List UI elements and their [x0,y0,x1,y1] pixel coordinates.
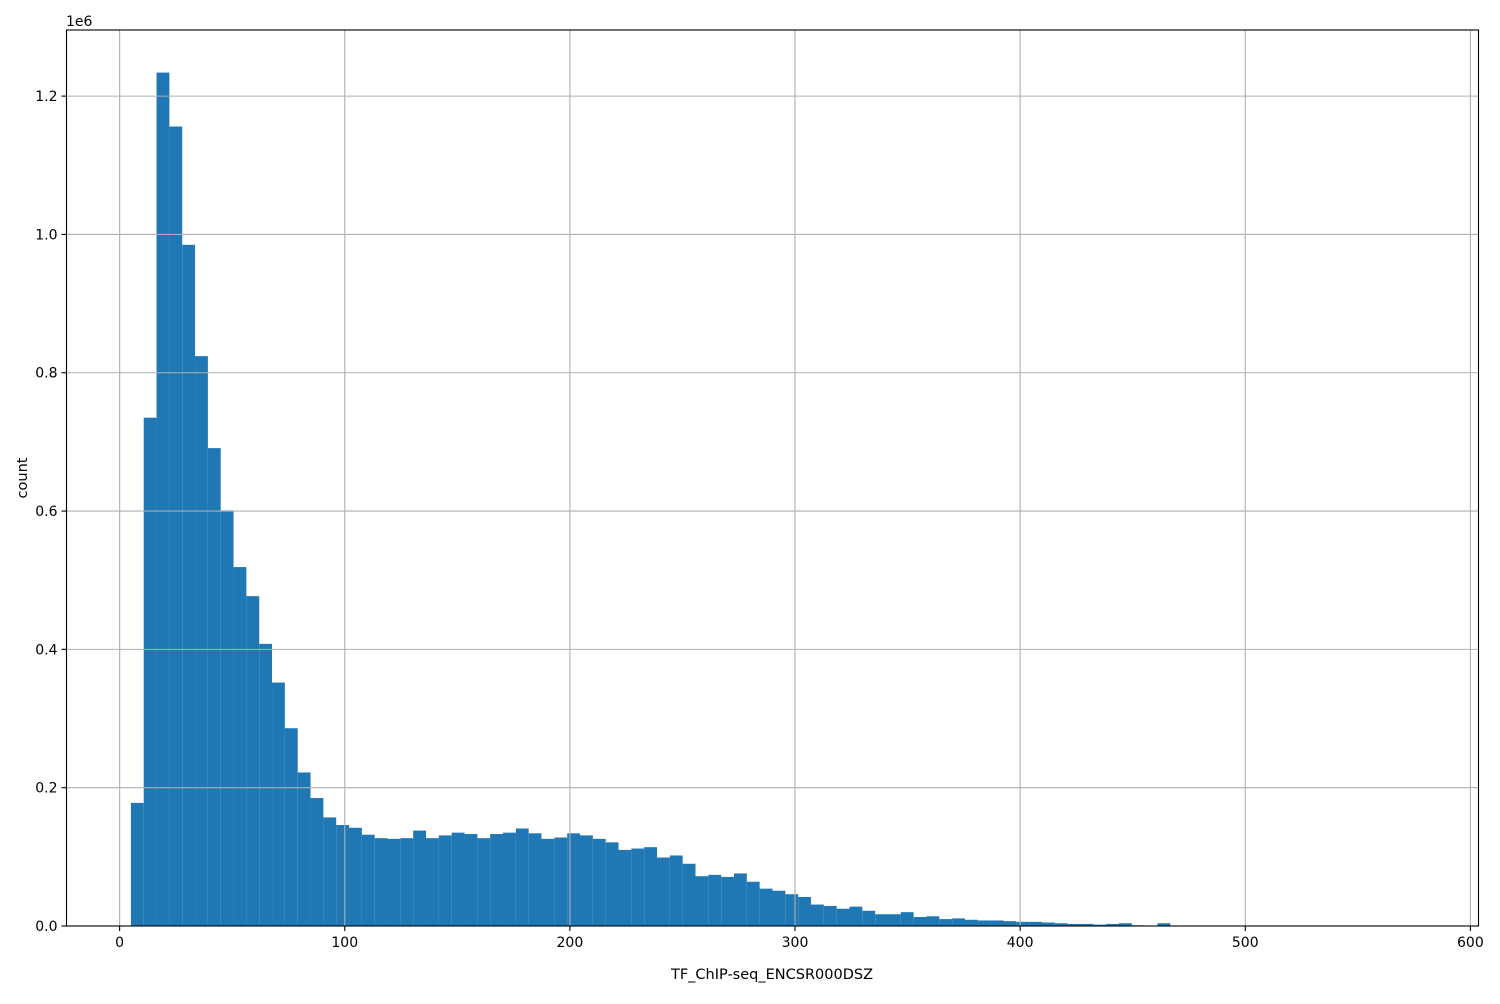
x-tick-label: 0 [115,935,124,951]
histogram-bar [195,356,208,926]
histogram-bar [888,914,901,926]
histogram-bar [631,849,644,926]
histogram-bar [683,864,696,926]
histogram-bar [144,418,157,926]
histogram-bar [169,127,182,926]
x-tick-label: 300 [782,935,809,951]
histogram-bar [1016,922,1029,926]
histogram-bar [965,920,978,926]
histogram-bar [747,882,760,926]
histogram-bar [567,833,580,926]
histogram-bar [696,876,709,926]
histogram-bar [490,834,503,926]
histogram-bar [708,875,721,926]
histogram-bar [593,839,606,926]
histogram-bar [619,850,632,926]
histogram-bar [542,839,555,926]
histogram-bar [388,839,401,926]
histogram-bar [773,891,786,926]
histogram-bar [978,920,991,926]
y-tick-label: 0.2 [35,781,57,797]
histogram-bar [298,772,311,926]
histogram-bar [926,916,939,926]
x-tick-label: 600 [1457,935,1484,951]
histogram-bar [272,683,285,926]
histogram-bar [465,834,478,926]
histogram-bar [914,917,927,926]
histogram-bar [503,833,516,926]
histogram-bar [400,838,413,926]
histogram-bar [246,596,259,926]
histogram-bar [234,567,247,926]
histogram-bar [580,835,593,926]
histogram-bar [670,855,683,926]
histogram-bar [837,909,850,926]
y-tick-label: 0.4 [35,642,57,658]
x-axis-label: TF_ChIP-seq_ENCSR000DSZ [670,967,873,983]
histogram-bar [182,245,195,926]
histogram-bar [221,510,234,926]
histogram-bar [901,912,914,926]
histogram-bar [991,920,1004,926]
histogram-bar [824,906,837,926]
y-tick-label: 1.2 [35,89,57,105]
histogram-bar [311,798,324,926]
y-tick-label: 1.0 [35,227,57,243]
y-tick-label: 0.8 [35,366,57,382]
histogram-bar [785,894,798,926]
histogram-bar [811,905,824,926]
histogram-bar [452,833,465,926]
histogram-bar [657,858,670,926]
histogram-bar [721,877,734,926]
y-axis-label: count [15,457,31,498]
histogram-bar [734,873,747,926]
histogram-bar [644,847,657,926]
histogram-bar [336,825,349,926]
histogram-bar [760,889,773,926]
histogram-bar [606,842,619,926]
histogram-bar [349,828,362,926]
x-tick-label: 500 [1232,935,1259,951]
bars-group [131,73,1414,926]
histogram-bar [554,837,567,926]
histogram-bar [798,897,811,926]
histogram-bar [426,838,439,926]
y-tick-label: 0.6 [35,504,57,520]
histogram-bar [952,918,965,926]
histogram-bar [516,828,529,926]
histogram-bar [862,911,875,926]
histogram-bar [1029,922,1042,926]
histogram-bar [375,838,388,926]
histogram-bar [208,448,221,926]
histogram-bar [439,835,452,926]
histogram-bar [939,919,952,926]
y-tick-label: 0.0 [35,919,57,935]
histogram-bar [875,914,888,926]
histogram-bar [849,907,862,926]
histogram-bar [157,73,170,926]
x-tick-label: 400 [1007,935,1034,951]
histogram-bar [323,817,336,926]
x-tick-label: 200 [557,935,584,951]
histogram-bar [362,835,375,926]
histogram-bar [477,838,490,926]
histogram-bar [285,728,298,926]
histogram-bar [131,803,144,926]
histogram-bar [1003,921,1016,926]
y-offset-text: 1e6 [66,14,93,30]
histogram-bar [259,644,272,926]
x-tick-label: 100 [331,935,358,951]
histogram-bar [413,831,426,926]
histogram-bar [529,833,542,926]
